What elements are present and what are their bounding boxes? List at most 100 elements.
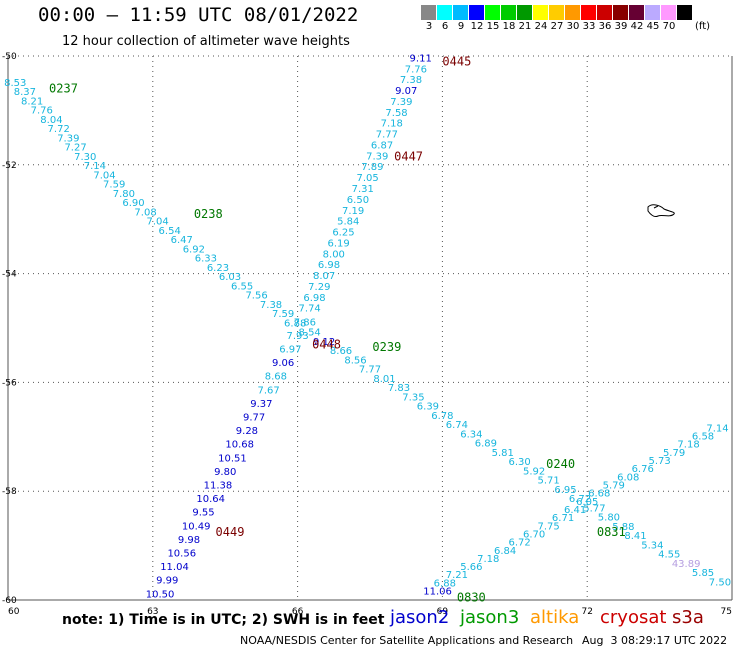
wave-height-point: 7.08 bbox=[134, 207, 156, 218]
wave-height-point: 6.92 bbox=[183, 244, 205, 255]
y-tick-label: -54 bbox=[2, 270, 17, 280]
wave-height-point: 5.66 bbox=[460, 562, 482, 573]
legend-bin-label: 6 bbox=[441, 21, 449, 32]
wave-height-point: 7.19 bbox=[342, 206, 364, 217]
wave-height-point: 8.53 bbox=[4, 78, 26, 89]
y-tick-label: -56 bbox=[2, 378, 17, 388]
wave-height-point: 7.56 bbox=[245, 291, 267, 302]
wave-height-point: 6.89 bbox=[475, 439, 497, 450]
wave-height-point: 6.30 bbox=[508, 457, 530, 468]
legend-swatch bbox=[533, 5, 549, 20]
y-tick-label: -50 bbox=[2, 52, 17, 62]
wave-height-point: 7.14 bbox=[706, 423, 728, 434]
wave-height-point: 6.54 bbox=[159, 226, 181, 237]
wave-height-point: 10.56 bbox=[167, 548, 196, 559]
wave-height-point: 8.41 bbox=[624, 531, 646, 542]
wave-height-point: 5.77 bbox=[583, 503, 605, 514]
x-tick-label: 69 bbox=[437, 607, 449, 617]
legend-bin-label: 42 bbox=[630, 21, 644, 32]
wave-height-point: 6.74 bbox=[446, 420, 468, 431]
wave-height-point: 6.76 bbox=[632, 464, 654, 475]
legend-swatch bbox=[421, 5, 437, 20]
wave-height-point: 5.71 bbox=[537, 476, 559, 487]
legend-bin-label: 12 bbox=[470, 21, 484, 32]
wave-height-point: 6.88 bbox=[284, 318, 306, 329]
wave-height-point: 6.19 bbox=[327, 238, 349, 249]
wave-height-point: 8.66 bbox=[330, 346, 352, 357]
wave-height-point: 9.98 bbox=[178, 535, 200, 546]
wave-height-point: 10.68 bbox=[225, 440, 254, 451]
y-tick-label: -58 bbox=[2, 487, 17, 497]
wave-height-point: 5.85 bbox=[692, 568, 714, 579]
wave-height-point: 7.18 bbox=[477, 554, 499, 565]
wave-height-point: 5.34 bbox=[641, 540, 663, 551]
legend-bin-label: 21 bbox=[518, 21, 532, 32]
wave-height-point: 9.07 bbox=[395, 86, 417, 97]
wave-height-point: 6.34 bbox=[460, 429, 482, 440]
legend-bin-label: 30 bbox=[566, 21, 580, 32]
legend-swatch bbox=[453, 5, 469, 20]
generated-timestamp: Aug 3 08:29:17 UTC 2022 bbox=[582, 634, 728, 647]
legend-swatch bbox=[469, 5, 485, 20]
wave-height-point: 8.54 bbox=[299, 328, 321, 339]
legend-swatch bbox=[661, 5, 677, 20]
island-outline bbox=[647, 204, 675, 217]
wave-height-point: 8.07 bbox=[313, 271, 335, 282]
wave-height-point: 7.77 bbox=[359, 365, 381, 376]
legend-swatch bbox=[517, 5, 533, 20]
legend-bin-label: 70 bbox=[662, 21, 676, 32]
wave-height-point: 8.56 bbox=[344, 355, 366, 366]
pass-label: 0447 bbox=[394, 150, 423, 164]
x-tick-label: 63 bbox=[147, 607, 158, 617]
wave-height-point: 7.30 bbox=[74, 152, 96, 163]
pass-label: 0239 bbox=[372, 340, 401, 354]
wave-height-point: 6.78 bbox=[431, 411, 453, 422]
wave-height-point: 7.18 bbox=[381, 119, 403, 130]
wave-height-point: 5.88 bbox=[612, 522, 634, 533]
wave-height-point: 11.04 bbox=[160, 562, 189, 573]
wave-height-point: 9.06 bbox=[272, 358, 294, 369]
wave-height-point: 7.76 bbox=[405, 64, 427, 75]
wave-height-point: 6.39 bbox=[417, 402, 439, 413]
wave-height-point: 9.55 bbox=[192, 508, 214, 519]
wave-height-point: 6.03 bbox=[219, 272, 241, 283]
wave-height-point: 6.23 bbox=[207, 263, 229, 274]
wave-height-point: 6.08 bbox=[617, 472, 639, 483]
wave-height-point: 6.25 bbox=[332, 228, 354, 239]
legend-swatch bbox=[677, 5, 693, 20]
wave-height-point: 7.86 bbox=[294, 317, 316, 328]
pass-label: 0449 bbox=[216, 525, 245, 539]
wave-height-point: 7.50 bbox=[709, 577, 731, 588]
wave-height-point: 6.50 bbox=[347, 195, 369, 206]
wave-height-point: 5.79 bbox=[663, 448, 685, 459]
pass-label: 0237 bbox=[49, 82, 78, 96]
legend-bin-label: 33 bbox=[582, 21, 596, 32]
chart-title: 00:00 – 11:59 UTC 08/01/2022 bbox=[38, 4, 359, 26]
wave-height-point: 6.71 bbox=[552, 513, 574, 524]
wave-height-point: 7.58 bbox=[385, 108, 407, 119]
wave-height-point: 43.89 bbox=[672, 559, 701, 570]
legend-bin-label: 39 bbox=[614, 21, 628, 32]
wave-height-point: 6.05 bbox=[576, 497, 598, 508]
wave-height-point: 10.64 bbox=[196, 494, 225, 505]
satellite-jason3: jason3 bbox=[460, 607, 520, 628]
legend-labels: 3 6 9 12 15 18 21 24 27 30 33 36 39 42 45 70 (ft) bbox=[421, 21, 710, 32]
wave-height-point: 8.68 bbox=[265, 372, 287, 383]
wave-height-point: 6.68 bbox=[588, 489, 610, 500]
x-tick-label: 60 bbox=[8, 607, 20, 617]
pass-labels: 0237 0238 0239 0240 0830 0831 0445 0447 0448 0449 bbox=[49, 54, 626, 604]
wave-height-point: 6.98 bbox=[303, 293, 325, 304]
x-tick-label: 75 bbox=[721, 607, 732, 617]
wave-height-point: 8.21 bbox=[21, 96, 43, 107]
legend-swatch bbox=[501, 5, 517, 20]
wave-height-point: 7.83 bbox=[388, 383, 410, 394]
wave-height-point: 7.67 bbox=[258, 385, 280, 396]
wave-height-point: 8.04 bbox=[40, 115, 62, 126]
wave-height-point: 6.72 bbox=[508, 538, 530, 549]
wave-height-point: 7.72 bbox=[48, 124, 70, 135]
wave-height-point: 7.59 bbox=[272, 309, 294, 320]
wave-height-point: 7.76 bbox=[31, 106, 53, 117]
wave-height-point: 8.00 bbox=[323, 249, 345, 260]
legend-swatch bbox=[629, 5, 645, 20]
wave-height-point: 7.39 bbox=[57, 133, 79, 144]
